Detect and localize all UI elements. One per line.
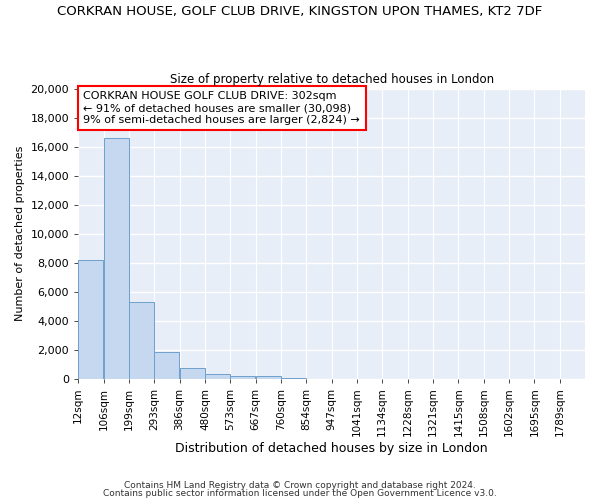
Bar <box>256 376 281 378</box>
Bar <box>104 138 128 378</box>
X-axis label: Distribution of detached houses by size in London: Distribution of detached houses by size … <box>175 442 488 455</box>
Text: Contains public sector information licensed under the Open Government Licence v3: Contains public sector information licen… <box>103 489 497 498</box>
Title: Size of property relative to detached houses in London: Size of property relative to detached ho… <box>170 73 494 86</box>
Text: CORKRAN HOUSE, GOLF CLUB DRIVE, KINGSTON UPON THAMES, KT2 7DF: CORKRAN HOUSE, GOLF CLUB DRIVE, KINGSTON… <box>58 5 542 18</box>
Text: Contains HM Land Registry data © Crown copyright and database right 2024.: Contains HM Land Registry data © Crown c… <box>124 480 476 490</box>
Bar <box>179 368 205 378</box>
Bar <box>78 260 103 378</box>
Bar <box>205 374 230 378</box>
Text: CORKRAN HOUSE GOLF CLUB DRIVE: 302sqm
← 91% of detached houses are smaller (30,0: CORKRAN HOUSE GOLF CLUB DRIVE: 302sqm ← … <box>83 92 360 124</box>
Bar <box>230 376 255 378</box>
Y-axis label: Number of detached properties: Number of detached properties <box>15 146 25 322</box>
Bar <box>154 352 179 378</box>
Bar <box>129 302 154 378</box>
